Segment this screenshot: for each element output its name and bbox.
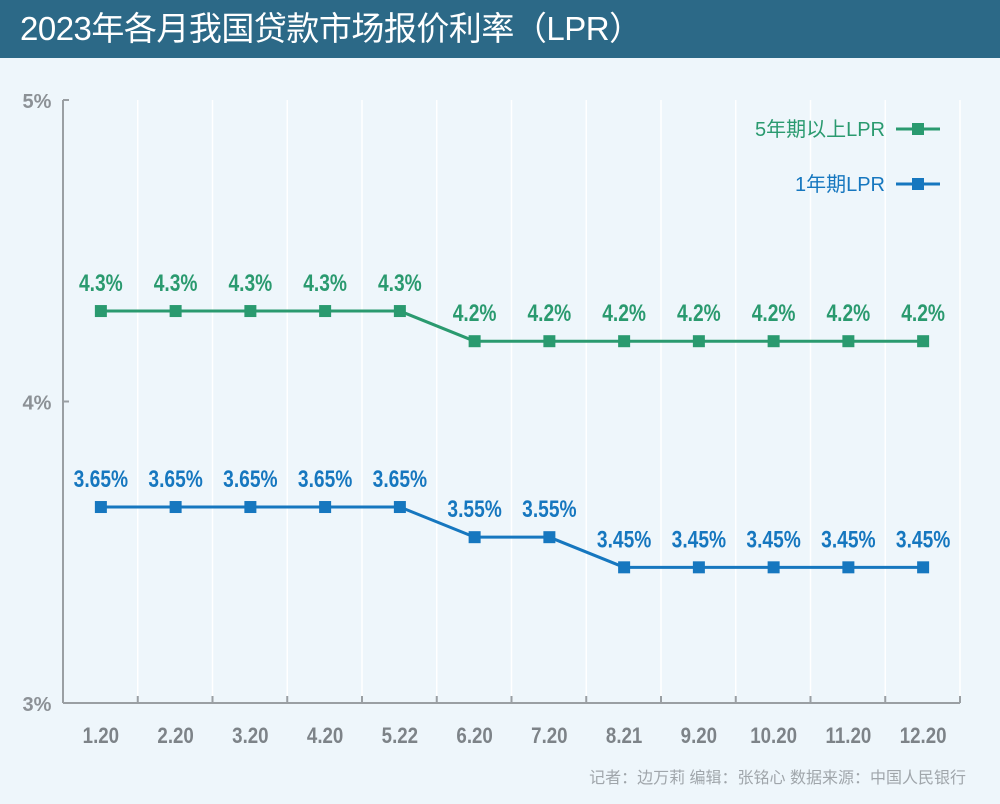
x-tick-label: 10.20: [750, 725, 797, 749]
data-point: [543, 335, 556, 348]
data-point: [94, 501, 107, 514]
x-tick-label: 6.20: [456, 725, 492, 749]
data-point: [767, 335, 780, 348]
data-point: [244, 501, 257, 514]
data-point: [767, 561, 780, 574]
data-label: 3.65%: [74, 465, 128, 493]
x-tick-label: 8.21: [606, 725, 642, 749]
series-line: [100, 505, 924, 569]
x-tick-label: 7.20: [531, 725, 567, 749]
data-label: 3.55%: [447, 495, 501, 523]
data-label: 3.45%: [896, 525, 950, 553]
data-label: 3.65%: [373, 465, 427, 493]
data-label: 4.3%: [378, 269, 422, 297]
data-point: [618, 561, 631, 574]
data-label: 4.2%: [752, 299, 796, 327]
data-label: 4.3%: [79, 269, 123, 297]
x-tick-label: 2.20: [157, 725, 193, 749]
data-point: [169, 305, 182, 318]
x-tick-label: 11.20: [825, 725, 871, 749]
legend-marker: [912, 123, 924, 135]
data-point: [842, 561, 855, 574]
data-point: [692, 561, 705, 574]
data-label: 3.45%: [821, 525, 875, 553]
data-label: 4.2%: [453, 299, 497, 327]
x-tick-label: 9.20: [681, 725, 717, 749]
data-point: [468, 531, 481, 544]
data-point: [169, 501, 182, 514]
x-tick-label: 3.20: [232, 725, 268, 749]
data-label: 4.2%: [901, 299, 945, 327]
data-label: 4.2%: [602, 299, 646, 327]
data-point: [692, 335, 705, 348]
x-tick-label: 5.22: [382, 725, 418, 749]
x-tick-label: 4.20: [307, 725, 343, 749]
data-point: [917, 335, 930, 348]
legend-marker: [912, 178, 924, 190]
legend-label: 5年期以上LPR: [755, 118, 885, 141]
data-label: 3.45%: [597, 525, 651, 553]
data-point: [393, 305, 406, 318]
data-label: 3.65%: [223, 465, 277, 493]
x-tick-label: 1.20: [83, 725, 119, 749]
data-point: [319, 501, 332, 514]
data-point: [917, 561, 930, 574]
chart-title: 2023年各月我国贷款市场报价利率（LPR）: [20, 10, 642, 47]
data-label: 4.3%: [229, 269, 273, 297]
data-label: 4.3%: [303, 269, 347, 297]
credit-line: 记者：边万莉 编辑：张铭心 数据来源：中国人民银行: [589, 770, 966, 787]
y-tick-label: 3%: [23, 694, 52, 716]
data-label: 4.3%: [154, 269, 198, 297]
data-label: 3.45%: [672, 525, 726, 553]
data-label: 3.65%: [298, 465, 352, 493]
data-label: 3.55%: [522, 495, 576, 523]
data-point: [842, 335, 855, 348]
series-line: [100, 309, 924, 343]
data-point: [618, 335, 631, 348]
title-bar: 2023年各月我国贷款市场报价利率（LPR）: [0, 0, 1000, 58]
data-point: [319, 305, 332, 318]
data-label: 4.2%: [827, 299, 871, 327]
data-label: 3.65%: [148, 465, 202, 493]
data-point: [94, 305, 107, 318]
x-tick-label: 12.20: [900, 725, 947, 749]
data-point: [244, 305, 257, 318]
data-point: [468, 335, 481, 348]
data-label: 4.2%: [677, 299, 721, 327]
data-point: [543, 531, 556, 544]
y-tick-label: 5%: [23, 91, 52, 113]
y-tick-label: 4%: [23, 393, 52, 415]
data-point: [393, 501, 406, 514]
data-label: 4.2%: [528, 299, 572, 327]
data-label: 3.45%: [746, 525, 800, 553]
legend-label: 1年期LPR: [795, 173, 885, 196]
